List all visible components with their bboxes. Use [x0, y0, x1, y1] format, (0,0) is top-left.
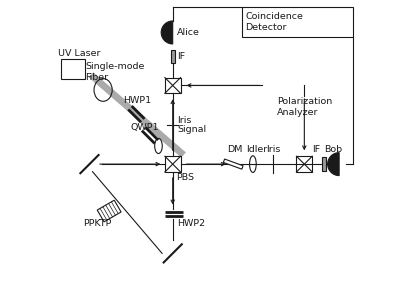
- Text: PPKTP: PPKTP: [83, 219, 112, 228]
- Text: Polarization
Analyzer: Polarization Analyzer: [277, 97, 332, 117]
- Bar: [322, 157, 326, 171]
- Text: IF: IF: [177, 52, 186, 61]
- Wedge shape: [161, 21, 173, 44]
- Text: Alice: Alice: [177, 28, 200, 37]
- Text: IF: IF: [312, 144, 320, 154]
- Bar: [61, 59, 85, 79]
- Text: HWP1: HWP1: [123, 96, 151, 105]
- Polygon shape: [223, 159, 243, 169]
- Text: UV Laser: UV Laser: [58, 49, 100, 58]
- Text: DM: DM: [227, 144, 242, 154]
- Text: Idler: Idler: [246, 144, 267, 154]
- Text: PBS: PBS: [176, 173, 194, 182]
- Text: Iris: Iris: [177, 116, 192, 125]
- Text: Coincidence
Detector: Coincidence Detector: [245, 12, 303, 32]
- Polygon shape: [97, 200, 121, 222]
- Text: QWP1: QWP1: [130, 123, 159, 132]
- Bar: [171, 50, 175, 64]
- Text: Signal: Signal: [177, 125, 206, 134]
- Text: Bob: Bob: [324, 144, 342, 154]
- Text: HWP2: HWP2: [177, 219, 205, 228]
- Text: Single-mode
Fiber: Single-mode Fiber: [85, 62, 144, 82]
- Bar: [242, 7, 353, 37]
- Wedge shape: [327, 153, 339, 176]
- Text: Iris: Iris: [266, 144, 281, 154]
